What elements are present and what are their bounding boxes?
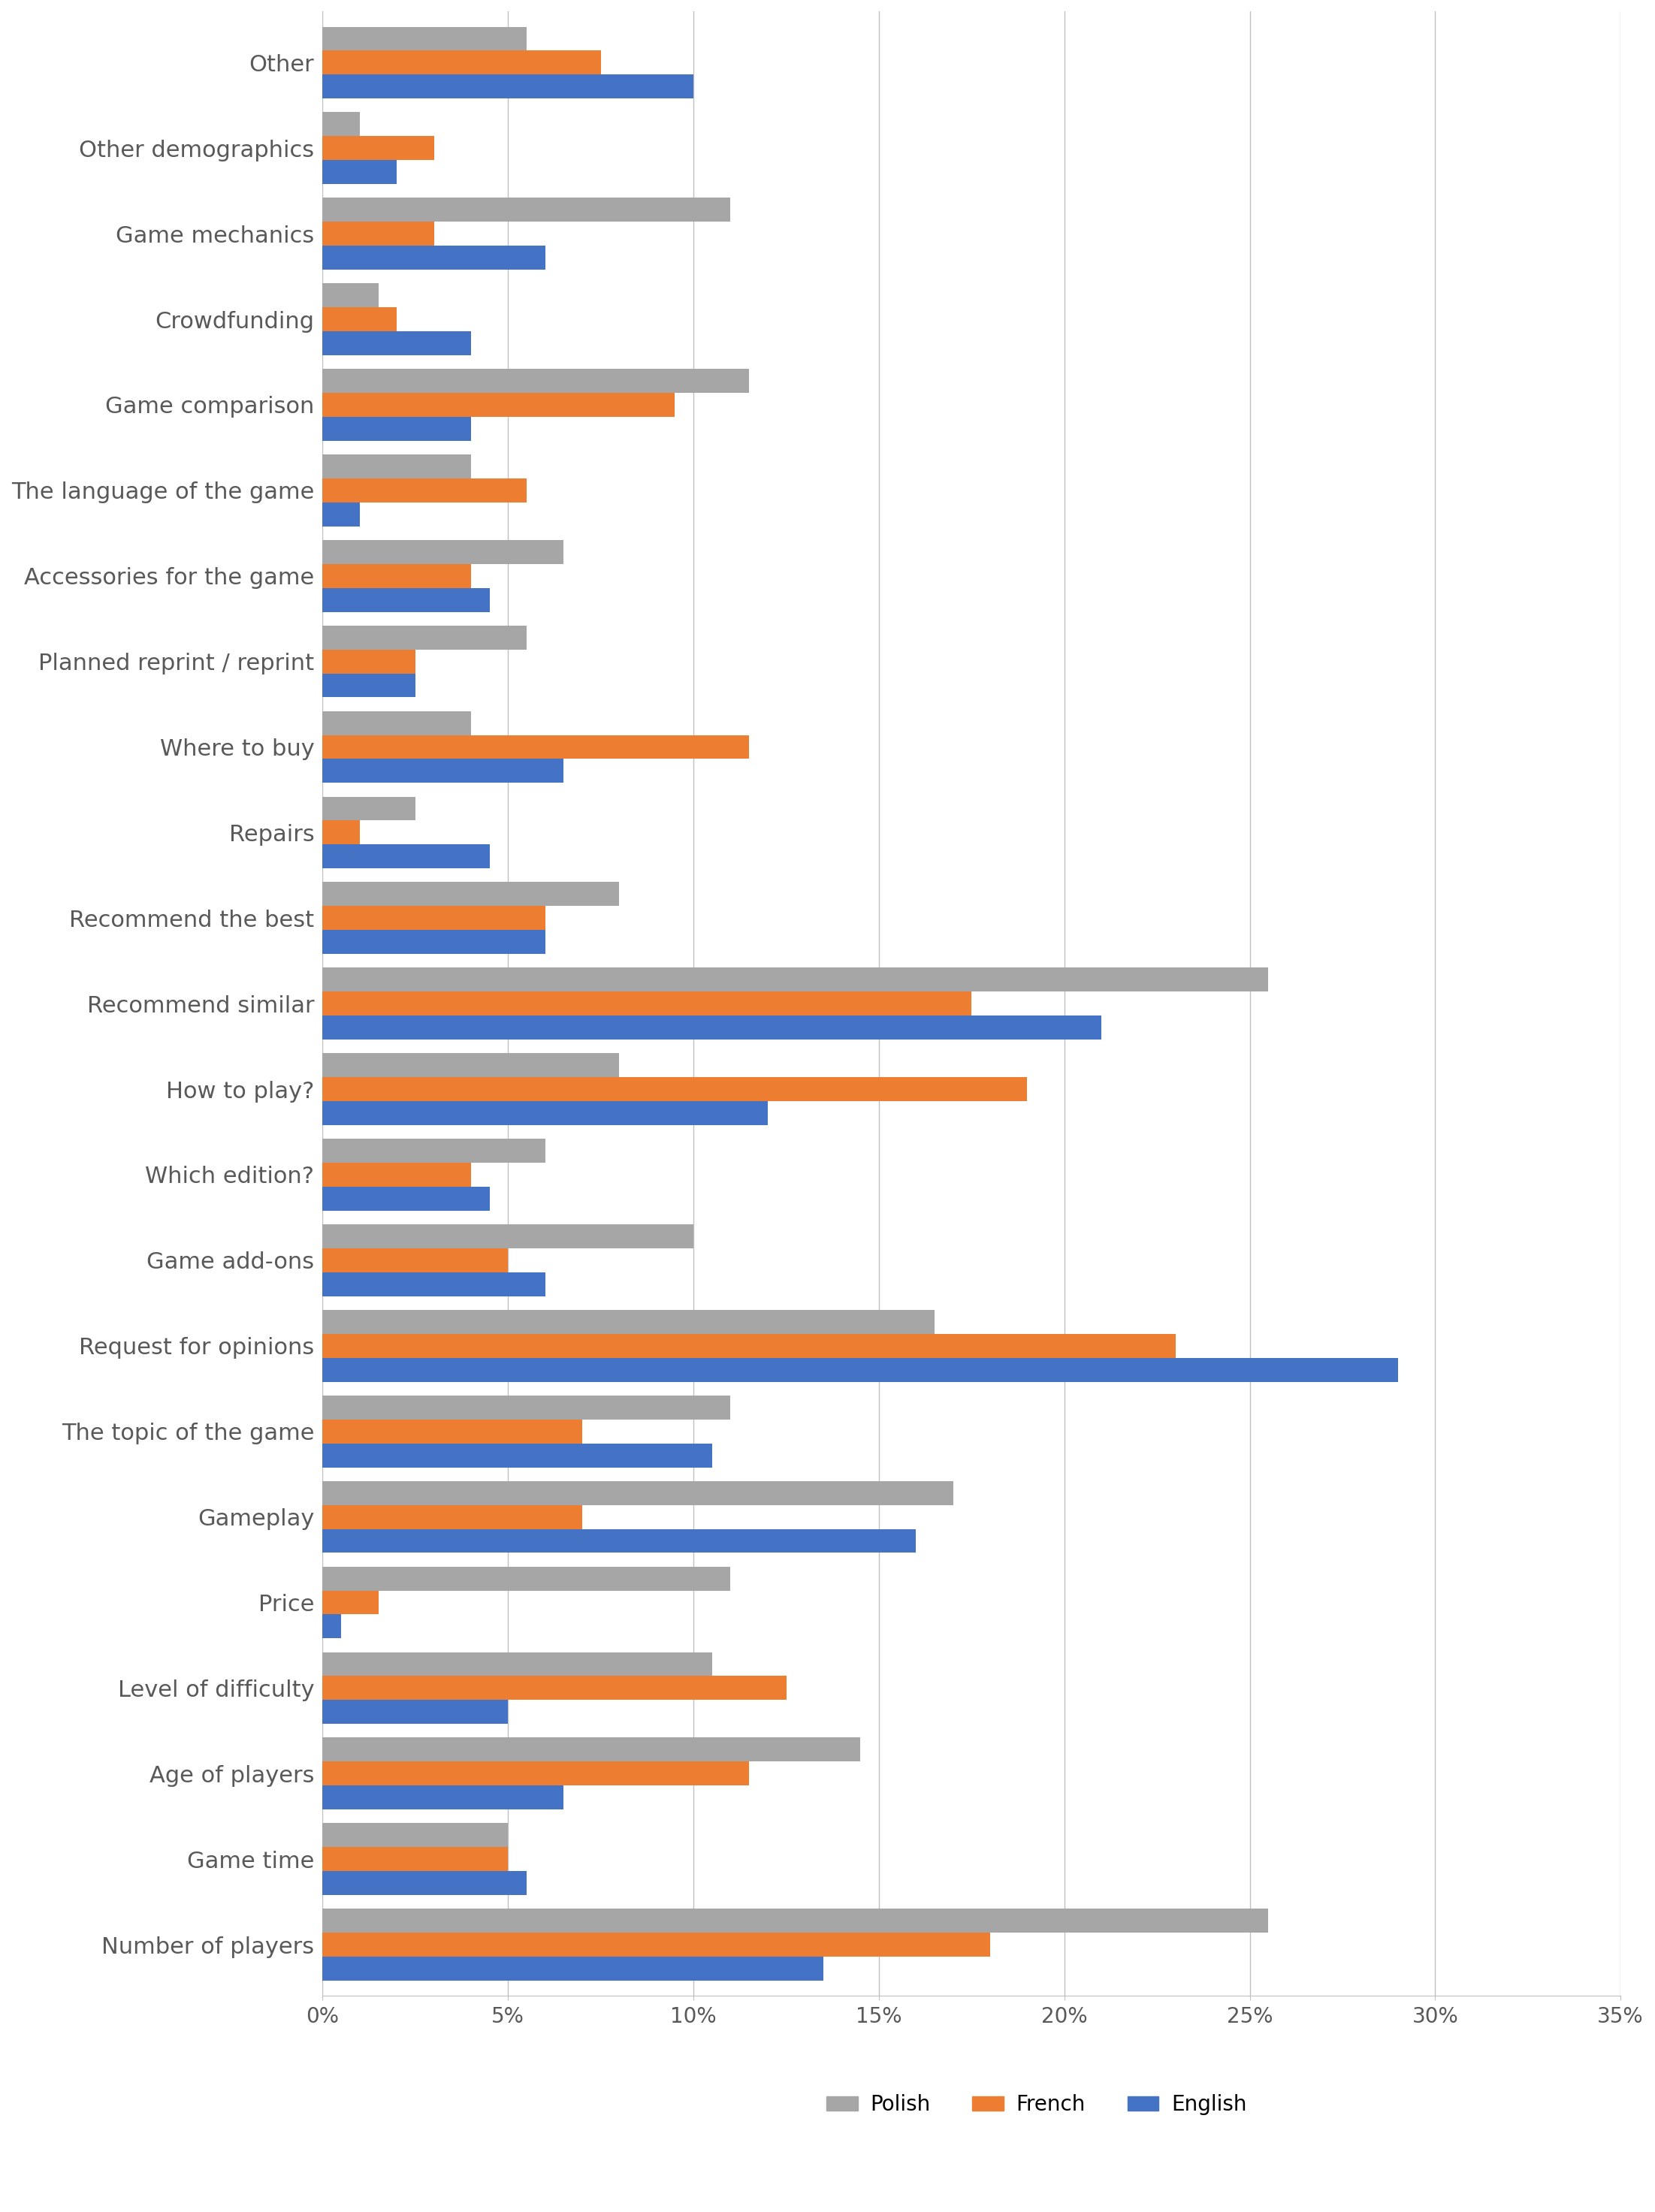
Bar bbox=[323, 197, 730, 221]
Bar bbox=[323, 1077, 1028, 1102]
Bar bbox=[323, 710, 472, 734]
Bar bbox=[323, 1909, 1268, 1933]
Bar bbox=[323, 672, 415, 697]
Bar bbox=[323, 1015, 1102, 1040]
Bar bbox=[323, 1761, 750, 1785]
Bar bbox=[323, 246, 544, 270]
Bar bbox=[323, 907, 544, 929]
Bar bbox=[323, 137, 434, 159]
Bar bbox=[323, 159, 397, 184]
Bar bbox=[323, 332, 472, 356]
Bar bbox=[323, 991, 971, 1015]
Bar bbox=[323, 1420, 583, 1444]
Bar bbox=[323, 1164, 472, 1186]
Bar bbox=[323, 1272, 544, 1296]
Bar bbox=[323, 1310, 935, 1334]
Bar bbox=[323, 453, 472, 478]
Bar bbox=[323, 307, 397, 332]
Bar bbox=[323, 1358, 1398, 1382]
Bar bbox=[323, 1590, 379, 1615]
Bar bbox=[323, 416, 472, 440]
Bar bbox=[323, 929, 544, 953]
Bar bbox=[323, 1053, 619, 1077]
Bar bbox=[323, 883, 619, 907]
Bar bbox=[323, 1396, 730, 1420]
Bar bbox=[323, 1482, 953, 1504]
Bar bbox=[323, 283, 379, 307]
Bar bbox=[323, 27, 526, 51]
Bar bbox=[323, 75, 693, 100]
Bar bbox=[323, 1823, 508, 1847]
Bar bbox=[323, 1139, 544, 1164]
Bar bbox=[323, 734, 750, 759]
Bar bbox=[323, 221, 434, 246]
Bar bbox=[323, 1186, 490, 1210]
Bar bbox=[323, 1933, 990, 1958]
Legend: Polish, French, English: Polish, French, English bbox=[818, 2086, 1254, 2124]
Bar bbox=[323, 1504, 583, 1528]
Bar bbox=[323, 113, 359, 137]
Bar bbox=[323, 369, 750, 394]
Bar bbox=[323, 540, 564, 564]
Bar bbox=[323, 478, 526, 502]
Bar bbox=[323, 821, 359, 845]
Bar bbox=[323, 1223, 693, 1248]
Bar bbox=[323, 845, 490, 869]
Bar bbox=[323, 1785, 564, 1809]
Bar bbox=[323, 1334, 1175, 1358]
Bar bbox=[323, 1958, 823, 1980]
Bar bbox=[323, 759, 564, 783]
Bar bbox=[323, 1444, 712, 1467]
Bar bbox=[323, 1739, 861, 1761]
Bar bbox=[323, 502, 359, 526]
Bar bbox=[323, 1248, 508, 1272]
Bar bbox=[323, 1701, 508, 1723]
Bar bbox=[323, 626, 526, 650]
Bar bbox=[323, 796, 415, 821]
Bar bbox=[323, 1615, 341, 1639]
Bar bbox=[323, 394, 675, 416]
Bar bbox=[323, 564, 472, 588]
Bar bbox=[323, 588, 490, 613]
Bar bbox=[323, 1847, 508, 1871]
Bar bbox=[323, 1528, 915, 1553]
Bar bbox=[323, 967, 1268, 991]
Bar bbox=[323, 1566, 730, 1590]
Bar bbox=[323, 650, 415, 672]
Bar bbox=[323, 1102, 768, 1126]
Bar bbox=[323, 51, 601, 75]
Bar bbox=[323, 1871, 526, 1896]
Bar bbox=[323, 1652, 712, 1677]
Bar bbox=[323, 1677, 786, 1701]
